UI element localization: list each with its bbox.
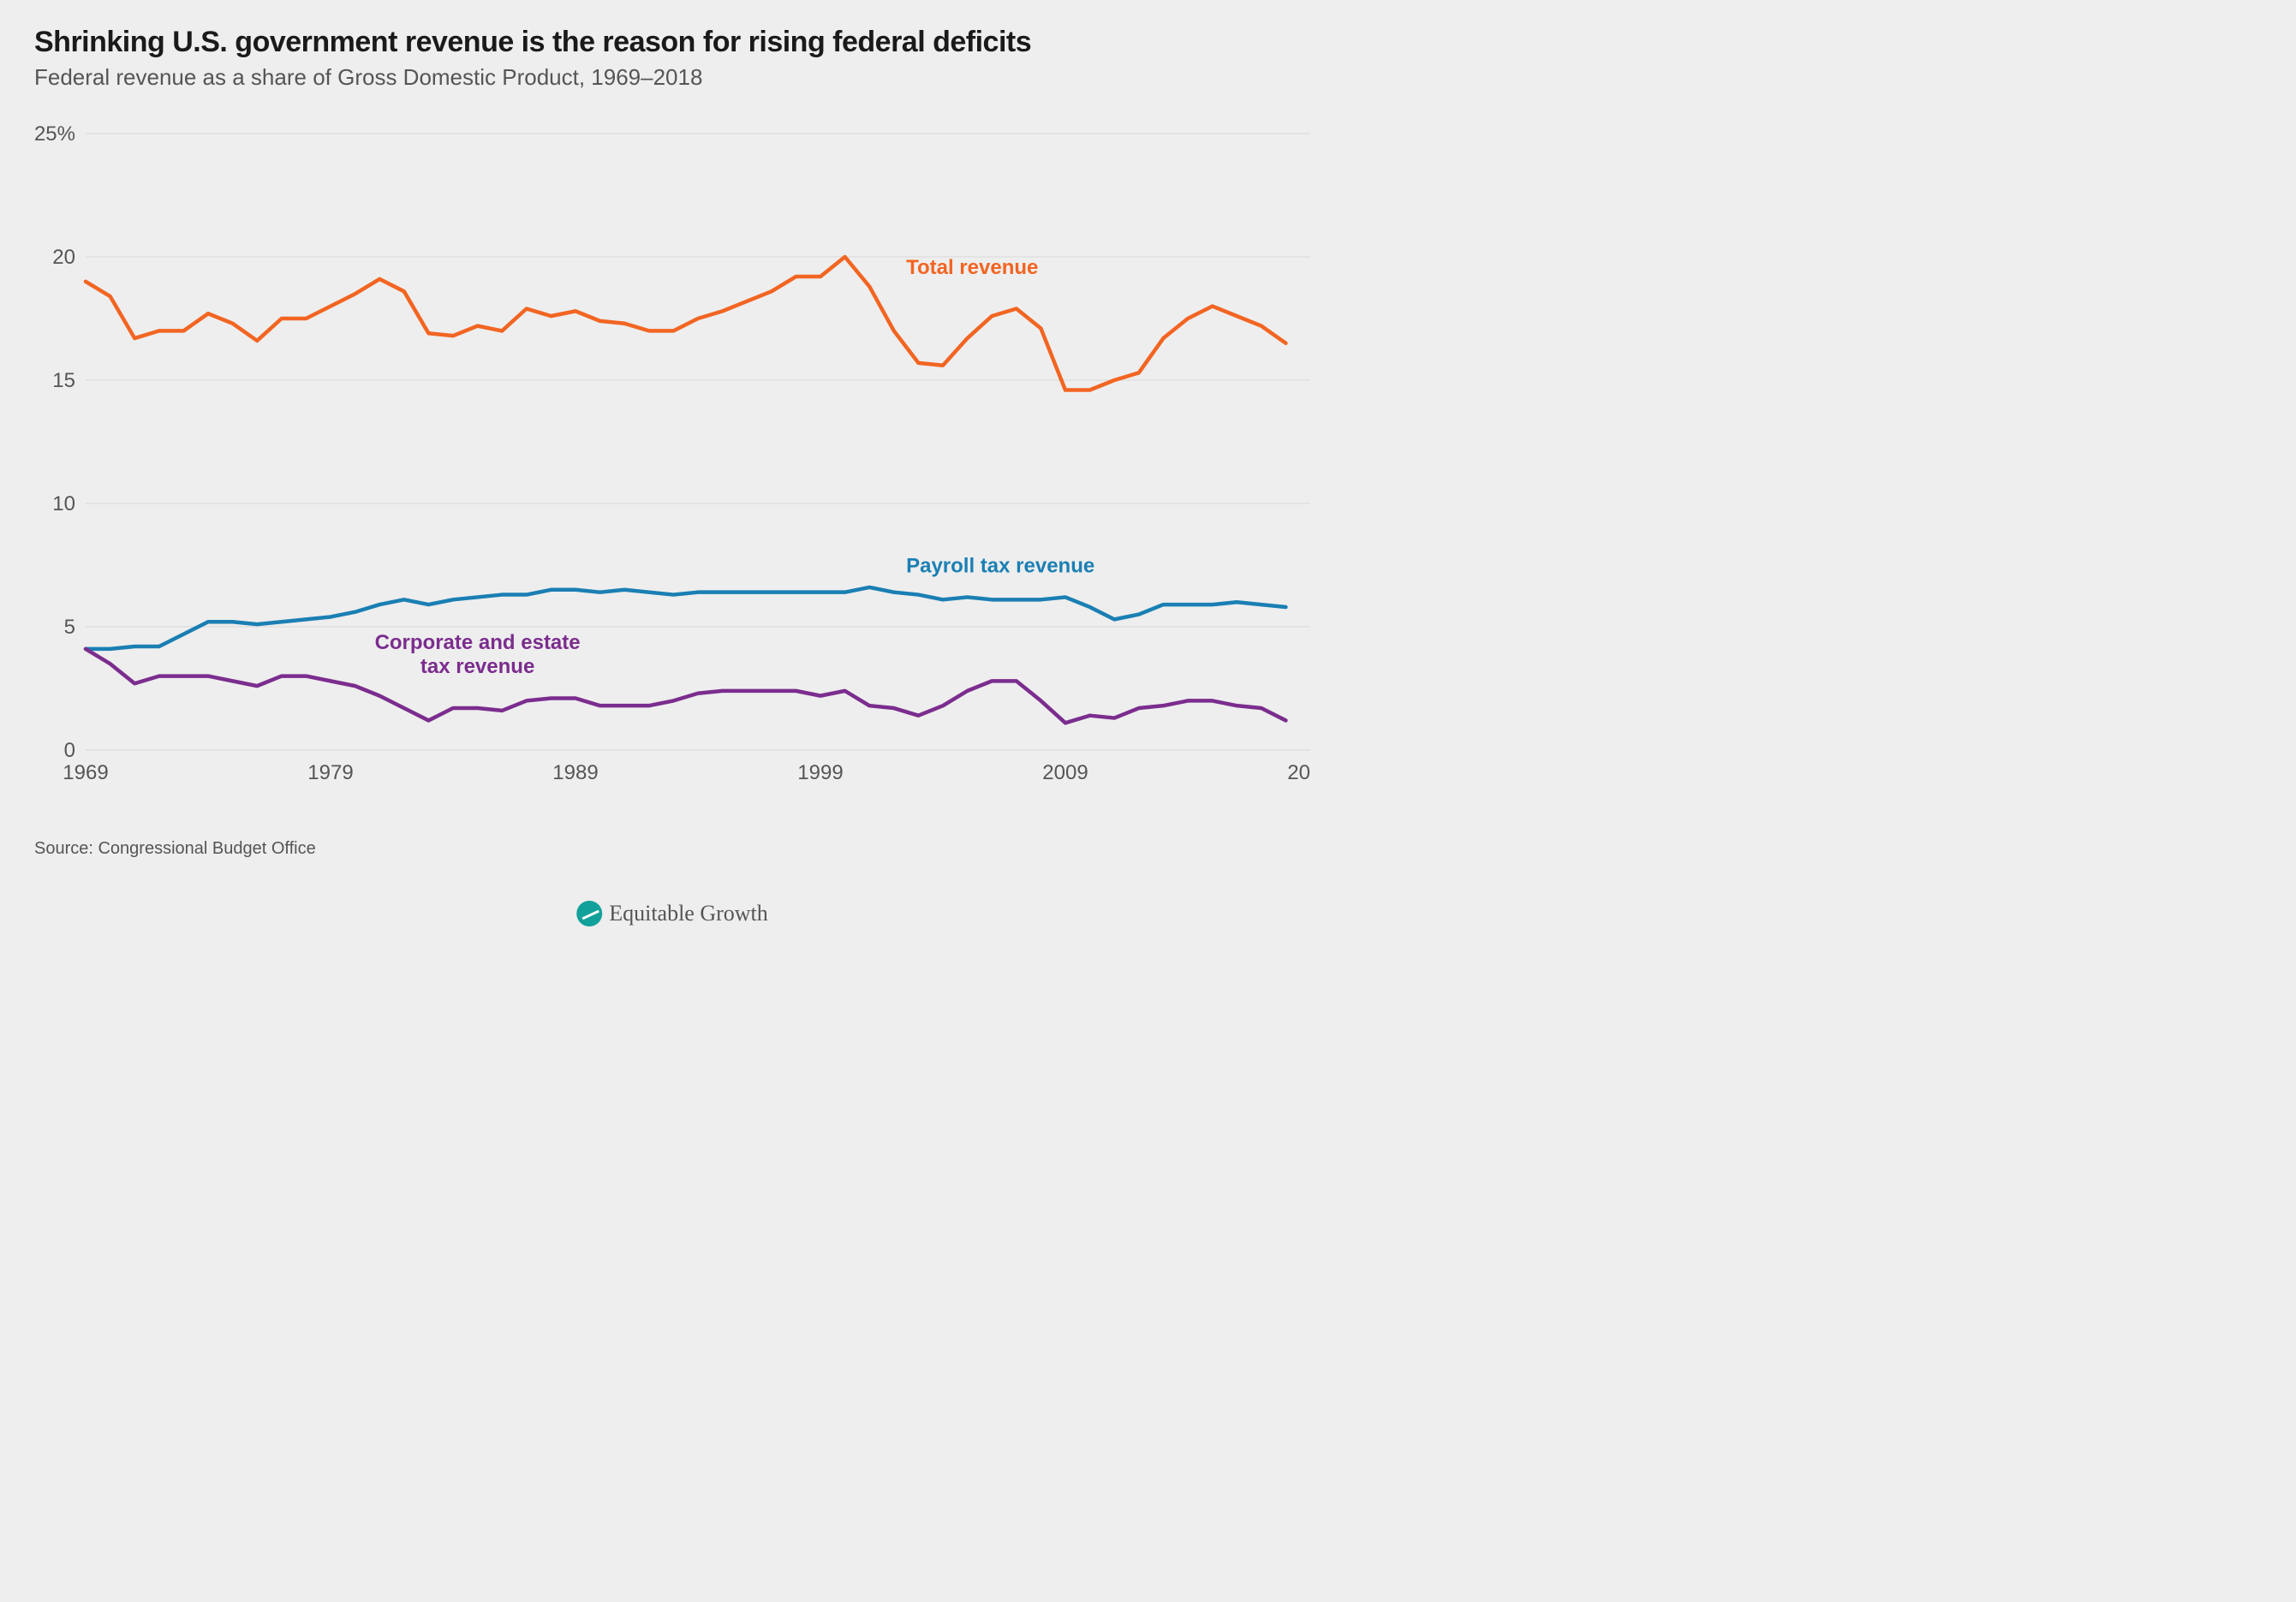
svg-text:10: 10 bbox=[52, 492, 75, 515]
svg-text:5: 5 bbox=[64, 616, 75, 639]
svg-text:1979: 1979 bbox=[307, 761, 353, 784]
logo-icon bbox=[576, 901, 602, 926]
svg-text:Payroll tax revenue: Payroll tax revenue bbox=[906, 555, 1094, 578]
footer-logo: Equitable Growth bbox=[576, 901, 768, 926]
chart-source: Source: Congressional Budget Office bbox=[34, 839, 1310, 859]
svg-text:2019: 2019 bbox=[1287, 761, 1310, 784]
svg-text:Total revenue: Total revenue bbox=[906, 256, 1038, 279]
svg-text:1999: 1999 bbox=[797, 761, 843, 784]
svg-text:Corporate and estatetax revenu: Corporate and estatetax revenue bbox=[375, 631, 581, 678]
logo-text: Equitable Growth bbox=[609, 901, 768, 926]
svg-text:20: 20 bbox=[52, 246, 75, 269]
svg-text:0: 0 bbox=[64, 739, 75, 762]
svg-text:1989: 1989 bbox=[552, 761, 598, 784]
chart-title: Shrinking U.S. government revenue is the… bbox=[34, 26, 1310, 59]
svg-text:2009: 2009 bbox=[1042, 761, 1088, 784]
chart-area: 0 5 10 15 20 25% 1969 1979 1989 1999 2009 2019 Total… bbox=[34, 116, 1310, 819]
svg-text:15: 15 bbox=[52, 369, 75, 392]
svg-text:1969: 1969 bbox=[63, 761, 108, 784]
chart-subtitle: Federal revenue as a share of Gross Dome… bbox=[34, 64, 1310, 91]
svg-text:25%: 25% bbox=[34, 122, 75, 146]
line-chart-svg: 0 5 10 15 20 25% 1969 1979 1989 1999 2009 2019 Total… bbox=[34, 116, 1310, 819]
